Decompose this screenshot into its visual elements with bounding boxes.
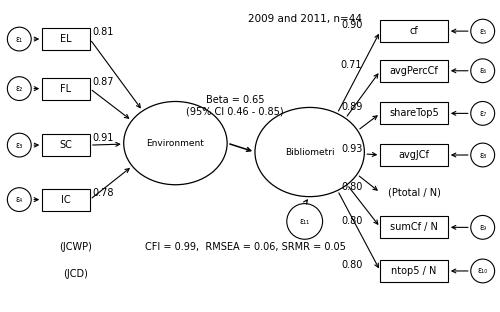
Circle shape: [287, 203, 322, 239]
Text: cf: cf: [410, 26, 418, 36]
FancyBboxPatch shape: [380, 20, 448, 42]
Text: 2009 and 2011, n=44: 2009 and 2011, n=44: [248, 14, 362, 24]
FancyBboxPatch shape: [380, 144, 448, 166]
Text: (JCD): (JCD): [64, 269, 88, 279]
Circle shape: [8, 188, 31, 212]
Text: ε₂: ε₂: [16, 84, 23, 93]
FancyBboxPatch shape: [380, 260, 448, 282]
Circle shape: [471, 216, 494, 239]
Text: Bibliometri: Bibliometri: [285, 148, 335, 157]
Text: ε₁₀: ε₁₀: [478, 266, 488, 275]
Text: ε₆: ε₆: [479, 66, 486, 75]
Text: ε₇: ε₇: [479, 109, 486, 118]
Circle shape: [471, 19, 494, 43]
Text: 0.89: 0.89: [341, 102, 362, 112]
Text: (JCWP): (JCWP): [60, 242, 92, 252]
Text: ε₁: ε₁: [16, 35, 23, 44]
Text: IC: IC: [61, 195, 71, 205]
Text: 0.80: 0.80: [341, 260, 362, 270]
Circle shape: [471, 101, 494, 125]
Circle shape: [471, 259, 494, 283]
Text: CFI = 0.99,  RMSEA = 0.06, SRMR = 0.05: CFI = 0.99, RMSEA = 0.06, SRMR = 0.05: [144, 242, 346, 252]
Circle shape: [8, 27, 31, 51]
Text: 0.80: 0.80: [341, 216, 362, 227]
Text: ntop5 / N: ntop5 / N: [392, 266, 437, 276]
Ellipse shape: [255, 107, 364, 197]
FancyBboxPatch shape: [42, 189, 90, 211]
Text: Environment: Environment: [146, 139, 204, 148]
FancyBboxPatch shape: [380, 102, 448, 124]
Text: 0.78: 0.78: [92, 188, 114, 197]
FancyBboxPatch shape: [42, 28, 90, 50]
Text: ε₃: ε₃: [16, 141, 23, 149]
Text: ε₄: ε₄: [16, 195, 23, 204]
Text: sumCf / N: sumCf / N: [390, 222, 438, 232]
Text: 0.91: 0.91: [92, 133, 114, 143]
Ellipse shape: [124, 101, 227, 185]
Text: Beta = 0.65
(95% CI 0.46 - 0.85): Beta = 0.65 (95% CI 0.46 - 0.85): [186, 95, 284, 116]
Text: ε₈: ε₈: [479, 150, 486, 159]
Text: shareTop5: shareTop5: [389, 108, 439, 118]
Text: 0.81: 0.81: [92, 27, 114, 37]
Text: 0.93: 0.93: [341, 144, 362, 154]
FancyBboxPatch shape: [380, 60, 448, 82]
Text: 0.71: 0.71: [341, 60, 362, 70]
Circle shape: [8, 77, 31, 100]
Text: 0.80: 0.80: [341, 182, 362, 192]
Text: 0.90: 0.90: [341, 20, 362, 30]
Circle shape: [471, 59, 494, 83]
Text: avgJCf: avgJCf: [398, 150, 430, 160]
Circle shape: [8, 133, 31, 157]
Text: ε₉: ε₉: [479, 223, 486, 232]
Text: ε₁₁: ε₁₁: [300, 217, 310, 226]
FancyBboxPatch shape: [42, 78, 90, 100]
Text: ε₅: ε₅: [479, 27, 486, 36]
Text: SC: SC: [60, 140, 72, 150]
Text: 0.87: 0.87: [92, 77, 114, 87]
Text: avgPercCf: avgPercCf: [390, 66, 438, 76]
Text: FL: FL: [60, 84, 72, 94]
Circle shape: [471, 143, 494, 167]
Text: EL: EL: [60, 34, 72, 44]
FancyBboxPatch shape: [380, 217, 448, 238]
FancyBboxPatch shape: [42, 134, 90, 156]
Text: (Ptotal / N): (Ptotal / N): [388, 188, 440, 198]
